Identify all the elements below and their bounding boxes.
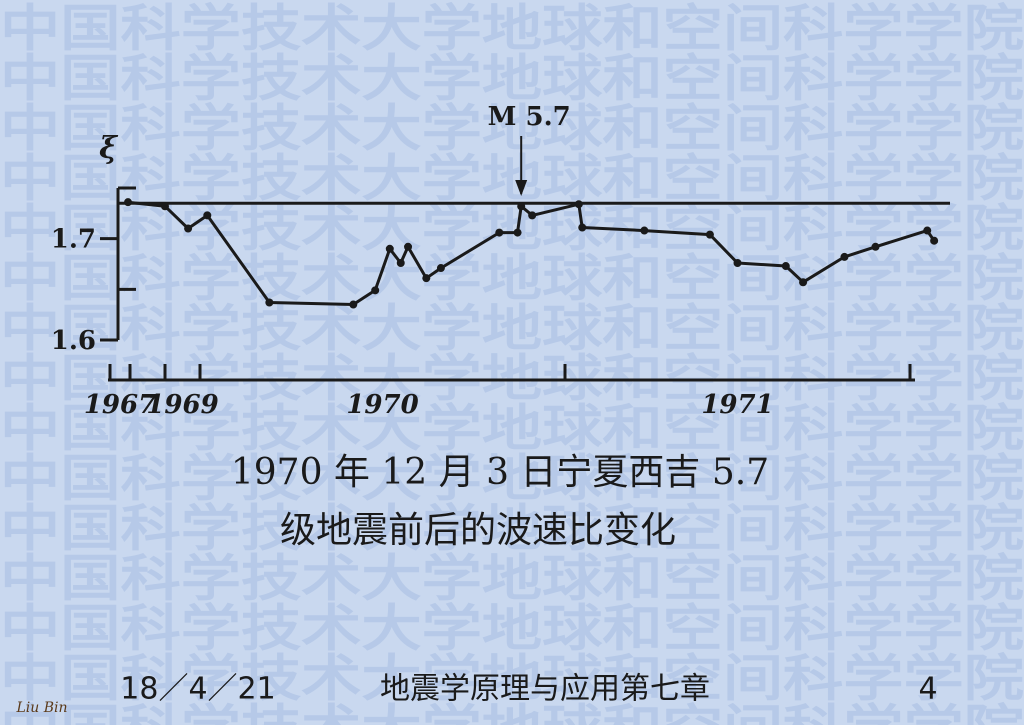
watermark-text: 中国科学技术大学地球和空间科学学院 [0,300,1024,358]
watermark-text: 中国科学技术大学地球和空间科学学院 [0,550,1024,608]
y-tick-label: 1.7 [51,225,96,255]
data-point [422,274,431,283]
watermark-text: 中国科学技术大学地球和空间科学学院 [0,400,1024,458]
watermark-text: 中国科学技术大学地球和空间科学学院 [0,500,1024,558]
watermark-text: 中国科学技术大学地球和空间科学学院 [0,650,1024,708]
caption-line: 级地震前后的波速比变化 [280,510,676,551]
data-point [574,200,583,209]
x-tick-label: 1967 [84,390,156,420]
data-point [396,258,405,267]
x-tick-label: 1970 [346,390,418,420]
watermark-text: 中国科学技术大学地球和空间科学学院 [0,150,1024,208]
data-point [799,278,808,287]
signature: Liu Bin [15,700,67,716]
data-point [203,211,212,220]
data-point [404,242,413,251]
data-point [436,264,445,273]
data-point [781,262,790,271]
data-point [528,211,537,220]
data-point [923,226,932,235]
watermark-text: 中国科学技术大学地球和空间科学学院 [0,250,1024,308]
data-point [871,242,880,251]
data-point [840,252,849,261]
watermark-text: 中国科学技术大学地球和空间科学学院 [0,450,1024,508]
data-point [640,226,649,235]
arrow-head [515,180,528,196]
data-point [349,300,358,309]
watermark-text: 中国科学技术大学地球和空间科学学院 [0,0,1024,58]
caption-line: 1970 年 12 月 3 日宁夏西吉 5.7 [231,452,769,493]
page-number: 4 [918,672,937,707]
annotation-text: M 5.7 [488,102,571,132]
x-tick-label: 1971 [701,390,773,420]
data-point [265,298,274,307]
data-point [385,244,394,253]
y-tick-label: 1.6 [51,326,96,356]
data-point [495,228,504,237]
data-point [513,228,522,237]
watermark-text: 中国科学技术大学地球和空间科学学院 [0,200,1024,258]
data-point [517,202,526,211]
y-axis-label: ξ [99,131,119,166]
data-point [124,198,132,207]
x-tick-label: 1969 [146,390,218,420]
watermark-text: 中国科学技术大学地球和空间科学学院 [0,700,1024,725]
footer-title: 地震学原理与应用第七章 [380,672,710,707]
watermark-text: 中国科学技术大学地球和空间科学学院 [0,600,1024,658]
data-point [578,223,587,232]
watermark-text: 中国科学技术大学地球和空间科学学院 [0,50,1024,108]
data-point [930,236,939,245]
footer-date: 18／4／21 [120,672,275,707]
data-point [371,286,380,295]
data-point [733,258,742,267]
watermark-text: 中国科学技术大学地球和空间科学学院 [0,100,1024,158]
data-point [184,224,193,233]
data-point [161,202,169,211]
data-point [705,230,714,239]
